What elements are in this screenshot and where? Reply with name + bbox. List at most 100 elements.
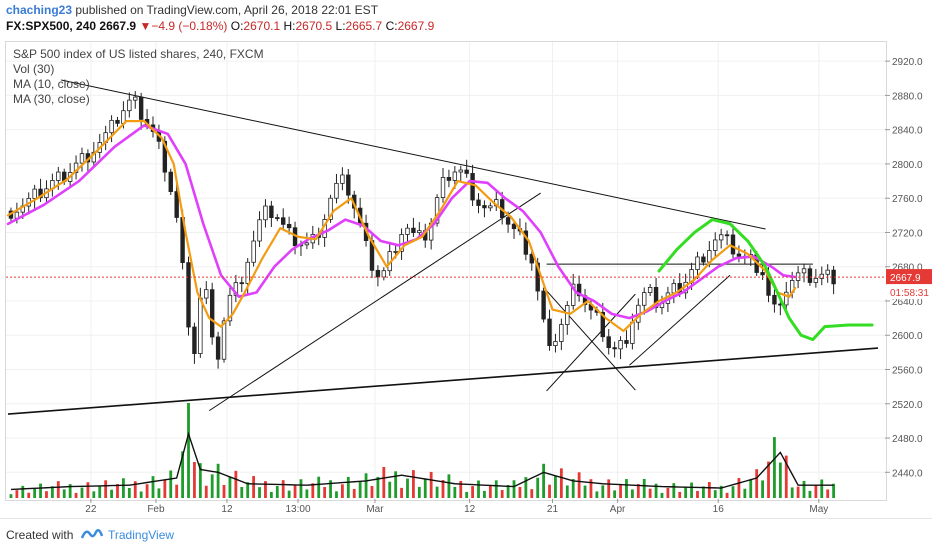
price-tick-label: 2440.0 — [892, 468, 923, 479]
candle-body — [275, 217, 280, 219]
open-label: O: — [230, 19, 244, 33]
candle-body — [227, 294, 233, 322]
high-value: 2670.5 — [295, 19, 333, 33]
volume-bar — [382, 466, 386, 498]
volume-bars — [9, 403, 836, 498]
volume-bar — [784, 455, 788, 498]
volume-bar — [607, 479, 611, 498]
volume-bar — [394, 471, 398, 498]
candle-body — [281, 217, 286, 225]
volume-ma-line — [10, 431, 834, 491]
candle-body — [38, 188, 43, 199]
volume-bar — [648, 488, 652, 498]
volume-bar — [9, 494, 13, 498]
volume-bar — [820, 479, 824, 498]
volume-bar — [269, 491, 273, 498]
time-tick-label: Feb — [147, 504, 165, 515]
volume-bar — [477, 480, 480, 498]
volume-bar — [39, 483, 42, 498]
volume-bar — [500, 490, 504, 498]
volume-bar — [447, 474, 451, 498]
candle-body — [56, 171, 61, 181]
candle-body — [452, 171, 458, 181]
volume-bar — [56, 481, 60, 498]
last-price-box — [886, 269, 932, 285]
volume-bar — [625, 479, 628, 498]
price-tick-label: 2720.0 — [892, 228, 923, 239]
volume-bar — [346, 476, 350, 498]
volume-bar — [193, 461, 196, 498]
volume-bar — [157, 488, 161, 498]
volume-bar — [589, 479, 593, 498]
candle-body — [482, 205, 487, 209]
candle-body — [559, 324, 564, 342]
candle-body — [192, 326, 197, 354]
volume-bar — [145, 484, 149, 498]
time-tick-label: 12 — [221, 504, 233, 515]
volume-bar — [228, 476, 232, 498]
volume-bar — [678, 491, 682, 498]
candle-body — [470, 173, 475, 201]
candle-body — [464, 169, 469, 174]
volume-bar — [796, 486, 800, 498]
chart-header: chaching23 published on TradingView.com,… — [0, 0, 932, 36]
volume-bar — [246, 482, 250, 498]
volume-bar — [702, 486, 705, 498]
price-tick-label: 2600.0 — [892, 331, 923, 342]
price-tick-label: 2640.0 — [892, 297, 923, 308]
legend-ma30[interactable]: MA (30, close) — [13, 92, 90, 106]
open-value: 2670.1 — [243, 19, 281, 33]
volume-bar — [412, 470, 415, 498]
symbol-label: FX:SPX500, 240 — [6, 19, 97, 33]
tradingview-brand-link[interactable]: TradingView — [108, 528, 175, 542]
grid — [6, 42, 885, 499]
time-tick-label: 16 — [713, 504, 725, 515]
volume-bar — [116, 484, 119, 498]
candle-body — [162, 140, 168, 173]
volume-bar — [630, 489, 634, 498]
volume-bar — [27, 492, 31, 498]
time-axis[interactable]: 22 Feb 12 13:00 Mar 12 21 Apr 16 May — [85, 499, 828, 515]
price-tick-label: 2760.0 — [892, 194, 923, 205]
volume-bar — [127, 488, 131, 498]
volume-bar — [690, 482, 693, 498]
volume-bar — [660, 492, 664, 498]
volume-bar — [506, 485, 510, 498]
candle-body — [553, 341, 558, 347]
candle-body — [263, 205, 268, 221]
volume-bar — [45, 491, 48, 498]
username[interactable]: chaching23 — [6, 3, 73, 17]
volume-bar — [86, 482, 90, 498]
volume-bar — [376, 476, 380, 498]
volume-bar — [175, 484, 179, 498]
volume-bar — [826, 489, 830, 498]
volume-bar — [554, 475, 557, 498]
candle-body — [760, 272, 765, 276]
price-axis[interactable]: 2920.0 2880.0 2840.0 2800.0 2760.0 2720.0 2680… — [6, 57, 932, 479]
volume-bar — [400, 487, 403, 498]
volume-bar — [104, 480, 108, 498]
candle-body — [813, 277, 819, 283]
candle-body — [115, 119, 120, 124]
volume-bar — [494, 480, 498, 498]
candle-body — [529, 253, 534, 264]
legend-vol[interactable]: Vol (30) — [13, 62, 55, 76]
price-tick-label: 2840.0 — [892, 126, 923, 137]
legend-ma10[interactable]: MA (10, close) — [13, 77, 90, 91]
price-tick-label: 2480.0 — [892, 434, 923, 445]
candle-body — [204, 289, 209, 299]
candle-body — [186, 262, 191, 328]
volume-bar — [169, 470, 173, 498]
candle-body — [772, 294, 777, 305]
volume-bar — [743, 488, 747, 498]
close-label: C: — [385, 19, 398, 33]
volume-bar — [802, 480, 806, 498]
volume-bar — [335, 491, 338, 498]
trend-line — [7, 347, 879, 415]
price-tick-label: 2520.0 — [892, 400, 923, 411]
publish-line: chaching23 published on TradingView.com,… — [6, 3, 378, 17]
candle-body — [736, 253, 742, 257]
candle-body — [547, 318, 552, 347]
candle-body — [440, 177, 446, 198]
